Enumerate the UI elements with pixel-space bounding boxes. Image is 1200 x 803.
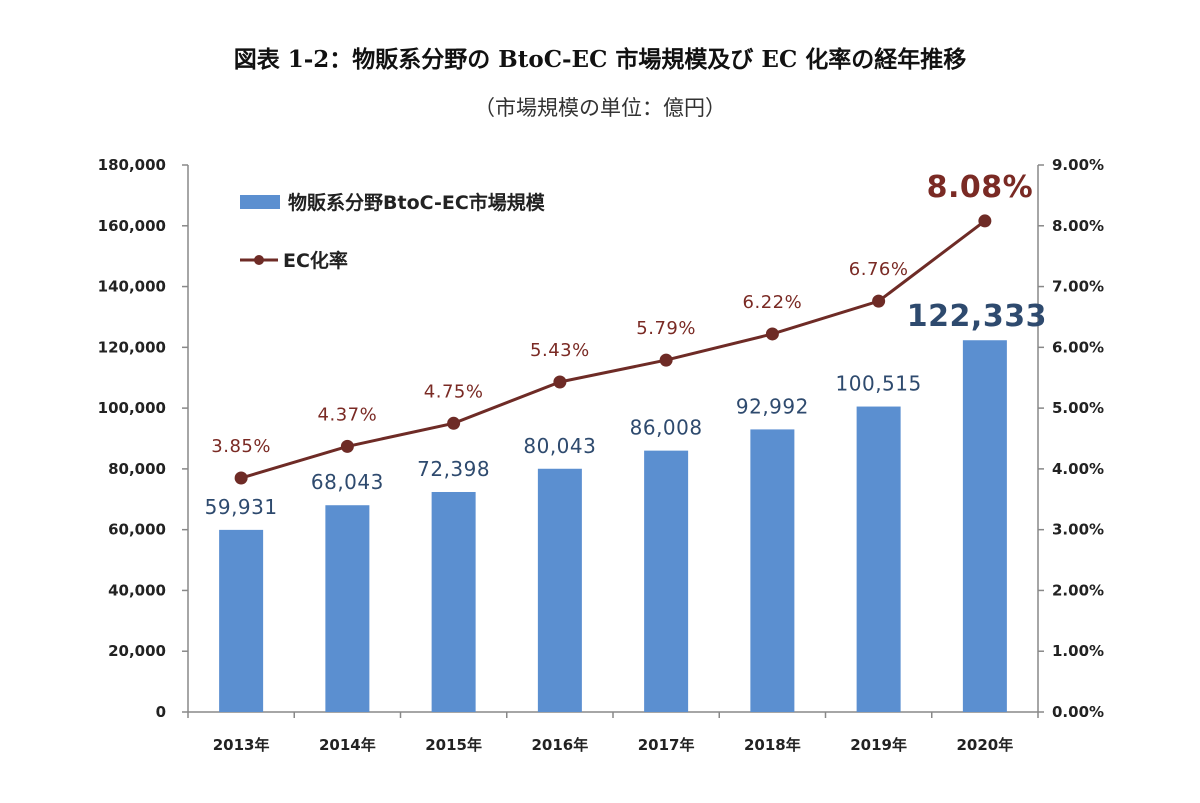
- x-tick-label: 2015年: [425, 736, 482, 754]
- rate-value-label: 4.37%: [318, 404, 378, 425]
- rate-value-label: 8.08%: [927, 170, 1034, 205]
- rate-value-label: 4.75%: [424, 381, 484, 402]
- rate-line-path: [240, 219, 986, 480]
- bar: [644, 450, 689, 712]
- rate-value-label: 6.76%: [849, 259, 909, 280]
- rate-point: [234, 471, 248, 485]
- left-tick-label: 80,000: [108, 460, 166, 478]
- x-tick-label: 2014年: [319, 736, 376, 754]
- rate-value-label: 3.85%: [211, 436, 271, 457]
- rate-point: [872, 294, 886, 308]
- right-tick-label: 6.00%: [1052, 338, 1104, 356]
- bar: [750, 429, 795, 712]
- left-tick-label: 20,000: [108, 642, 166, 660]
- chart-subtitle: （市場規模の単位：億円）: [474, 96, 726, 120]
- rate-point: [447, 416, 461, 430]
- x-tick-label: 2020年: [957, 736, 1014, 754]
- rate-point: [978, 214, 992, 228]
- right-tick-label: 5.00%: [1052, 399, 1104, 417]
- rate-point: [553, 375, 567, 389]
- x-tick-label: 2016年: [532, 736, 589, 754]
- bar-value-label: 86,008: [630, 416, 703, 440]
- left-tick-label: 40,000: [108, 581, 166, 599]
- bar: [856, 406, 901, 712]
- legend: 物販系分野BtoC-EC市場規模 EC化率: [240, 191, 546, 272]
- bar-value-label: 122,333: [907, 299, 1047, 334]
- rate-value-label: 5.43%: [530, 340, 590, 361]
- left-tick-label: 120,000: [98, 338, 166, 356]
- right-tick-label: 2.00%: [1052, 581, 1104, 599]
- left-tick-label: 180,000: [98, 156, 166, 174]
- right-tick-label: 4.00%: [1052, 460, 1104, 478]
- bar: [219, 529, 264, 712]
- bar-value-label: 100,515: [836, 372, 922, 396]
- rate-value-label: 5.79%: [636, 318, 696, 339]
- bar: [431, 491, 476, 712]
- legend-line-label: EC化率: [283, 249, 348, 272]
- x-tick-label: 2013年: [213, 736, 270, 754]
- rate-value-label: 6.22%: [743, 292, 803, 313]
- bar-value-label: 59,931: [205, 495, 278, 519]
- bar-value-label: 68,043: [311, 470, 384, 494]
- right-tick-label: 8.00%: [1052, 217, 1104, 235]
- data-labels: 59,931 68,043 72,398 80,043 86,008 92,992 100,…: [205, 170, 1047, 519]
- left-tick-label: 140,000: [98, 278, 166, 296]
- left-tick-label: 60,000: [108, 521, 166, 539]
- legend-bar-swatch: [240, 195, 280, 209]
- rate-point: [765, 327, 779, 341]
- axes: 0 20,000 40,000 60,000 80,000 100,000 120,000 1…: [98, 156, 1104, 754]
- legend-line-marker: [254, 255, 264, 265]
- right-tick-label: 0.00%: [1052, 703, 1104, 721]
- left-tick-label: 160,000: [98, 217, 166, 235]
- rate-line: [234, 214, 992, 485]
- x-tick-label: 2018年: [744, 736, 801, 754]
- right-tick-label: 1.00%: [1052, 642, 1104, 660]
- x-tick-label: 2017年: [638, 736, 695, 754]
- right-tick-label: 7.00%: [1052, 278, 1104, 296]
- bar-value-label: 72,398: [417, 457, 490, 481]
- bar: [325, 505, 370, 712]
- legend-bar-label: 物販系分野BtoC-EC市場規模: [288, 191, 546, 214]
- bars: [219, 340, 1007, 712]
- right-tick-label: 9.00%: [1052, 156, 1104, 174]
- left-tick-label: 0: [156, 703, 166, 721]
- bar: [537, 468, 582, 712]
- chart-title: 図表 1-2：物販系分野の BtoC-EC 市場規模及び EC 化率の経年推移: [233, 46, 967, 73]
- right-tick-label: 3.00%: [1052, 521, 1104, 539]
- left-tick-label: 100,000: [98, 399, 166, 417]
- bar: [962, 340, 1007, 712]
- rate-point: [659, 353, 673, 367]
- x-tick-label: 2019年: [850, 736, 907, 754]
- bar-value-label: 92,992: [736, 394, 809, 418]
- rate-point: [340, 439, 354, 453]
- bar-value-label: 80,043: [523, 434, 596, 458]
